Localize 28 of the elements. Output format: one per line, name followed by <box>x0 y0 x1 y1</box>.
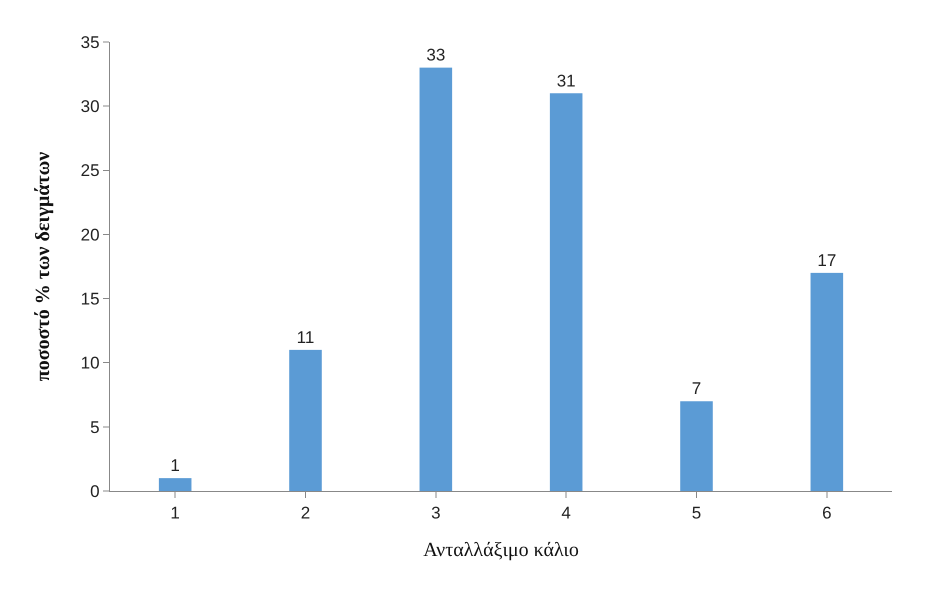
x-tick-label: 6 <box>822 503 832 522</box>
y-tick-label: 5 <box>90 418 100 437</box>
bar <box>810 272 844 491</box>
x-axis-title: Ανταλλάξιμο κάλιο <box>423 538 579 561</box>
data-label: 17 <box>817 250 836 270</box>
y-tick-label: 30 <box>80 97 100 116</box>
data-label: 33 <box>426 46 446 65</box>
y-tick-label: 35 <box>80 32 100 52</box>
bar <box>420 68 452 491</box>
y-axis-title: ποσοστό % των δειγμάτων <box>32 152 54 382</box>
data-label: 7 <box>692 379 702 398</box>
bar <box>158 478 192 491</box>
y-tick-label: 0 <box>90 482 100 501</box>
bar <box>680 401 713 491</box>
data-label: 1 <box>170 456 180 476</box>
x-tick-label: 3 <box>431 503 441 522</box>
data-label: 31 <box>556 71 576 90</box>
x-tick-label: 4 <box>561 503 571 522</box>
y-tick-label: 20 <box>80 225 100 244</box>
bar <box>289 350 322 491</box>
y-tick-label: 15 <box>80 290 100 309</box>
x-tick-label: 5 <box>692 503 702 522</box>
bar <box>550 93 582 491</box>
data-label: 11 <box>296 328 314 347</box>
x-tick-label: 2 <box>300 503 310 522</box>
y-tick-label: 10 <box>80 354 100 373</box>
y-tick-label: 25 <box>80 161 100 180</box>
x-tick-label: 1 <box>170 503 180 522</box>
